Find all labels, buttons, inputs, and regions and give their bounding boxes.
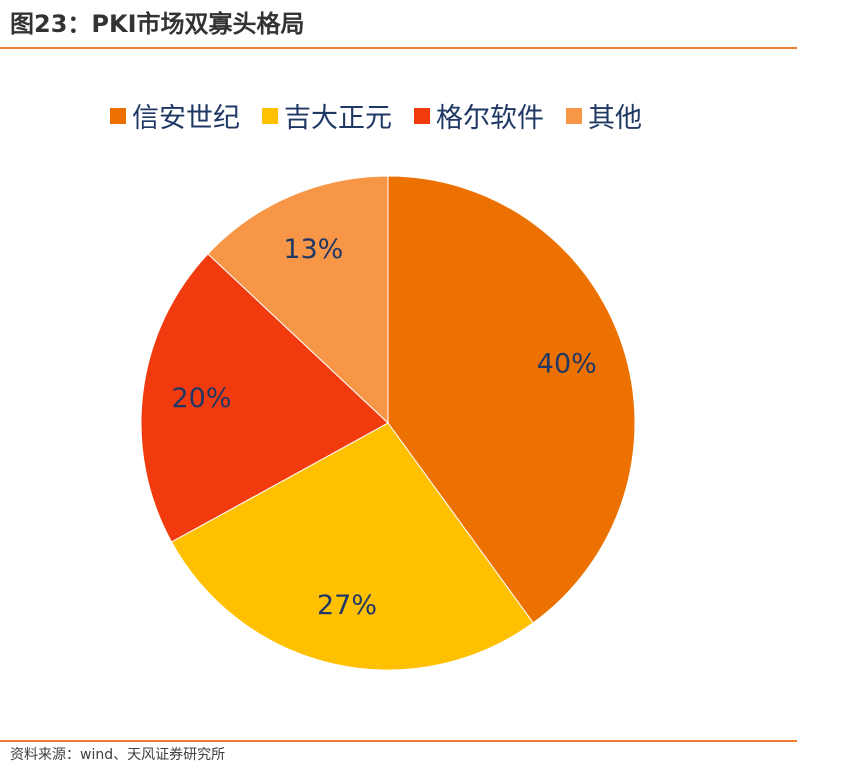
legend-swatch [414,107,430,124]
source-note: 资料来源：wind、天风证券研究所 [10,747,226,763]
figure-title: 图23：PKI市场双寡头格局 [10,10,305,38]
legend-swatch [262,107,278,124]
legend-swatch [566,107,582,124]
slice-data-label: 20% [171,383,231,414]
legend-label: 其他 [588,103,642,134]
slice-data-label: 13% [283,234,343,265]
pie-slice [140,253,389,543]
legend-swatch [110,107,126,124]
chart-legend: 信安世纪 吉大正元 格尔软件 其他 [110,96,664,135]
pie-slice [170,422,534,671]
legend-item: 吉大正元 [262,96,392,135]
pie-slice [207,175,389,425]
legend-item: 格尔软件 [414,96,544,135]
legend-label: 格尔软件 [436,103,544,134]
legend-label: 吉大正元 [284,103,392,134]
slice-data-label: 40% [537,348,597,379]
footer-divider [0,740,797,742]
header-divider [0,47,797,49]
slice-data-label: 27% [317,590,377,621]
legend-item: 其他 [566,96,642,135]
pie-slice [387,175,636,624]
legend-item: 信安世纪 [110,96,240,135]
legend-label: 信安世纪 [132,103,240,134]
